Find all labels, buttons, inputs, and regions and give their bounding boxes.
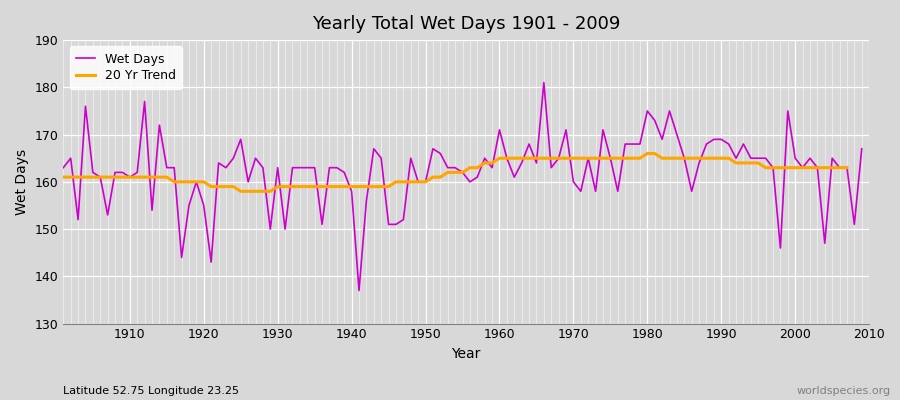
Wet Days [58,165,68,170]
Legend: Wet Days, 20 Yr Trend: Wet Days, 20 Yr Trend [69,46,182,89]
Wet Days [598,128,608,132]
Text: worldspecies.org: worldspecies.org [796,386,891,396]
Wet Days [354,288,364,293]
Wet Days [494,128,505,132]
20 Yr Trend [642,151,652,156]
20 Yr Trend [302,184,312,189]
20 Yr Trend [58,175,68,180]
20 Yr Trend [664,156,675,161]
Wet Days [117,170,128,175]
20 Yr Trend [701,156,712,161]
Wet Days [501,156,512,161]
Text: Latitude 52.75 Longitude 23.25: Latitude 52.75 Longitude 23.25 [63,386,239,396]
Wet Days [538,80,549,85]
20 Yr Trend [842,165,852,170]
X-axis label: Year: Year [452,347,481,361]
Wet Days [856,146,867,151]
Line: Wet Days: Wet Days [63,83,861,290]
Line: 20 Yr Trend: 20 Yr Trend [63,154,847,191]
20 Yr Trend [235,189,246,194]
20 Yr Trend [768,165,778,170]
20 Yr Trend [805,165,815,170]
Wet Days [280,227,291,232]
20 Yr Trend [620,156,631,161]
Wet Days [324,165,335,170]
Y-axis label: Wet Days: Wet Days [15,149,29,215]
Title: Yearly Total Wet Days 1901 - 2009: Yearly Total Wet Days 1901 - 2009 [312,15,620,33]
